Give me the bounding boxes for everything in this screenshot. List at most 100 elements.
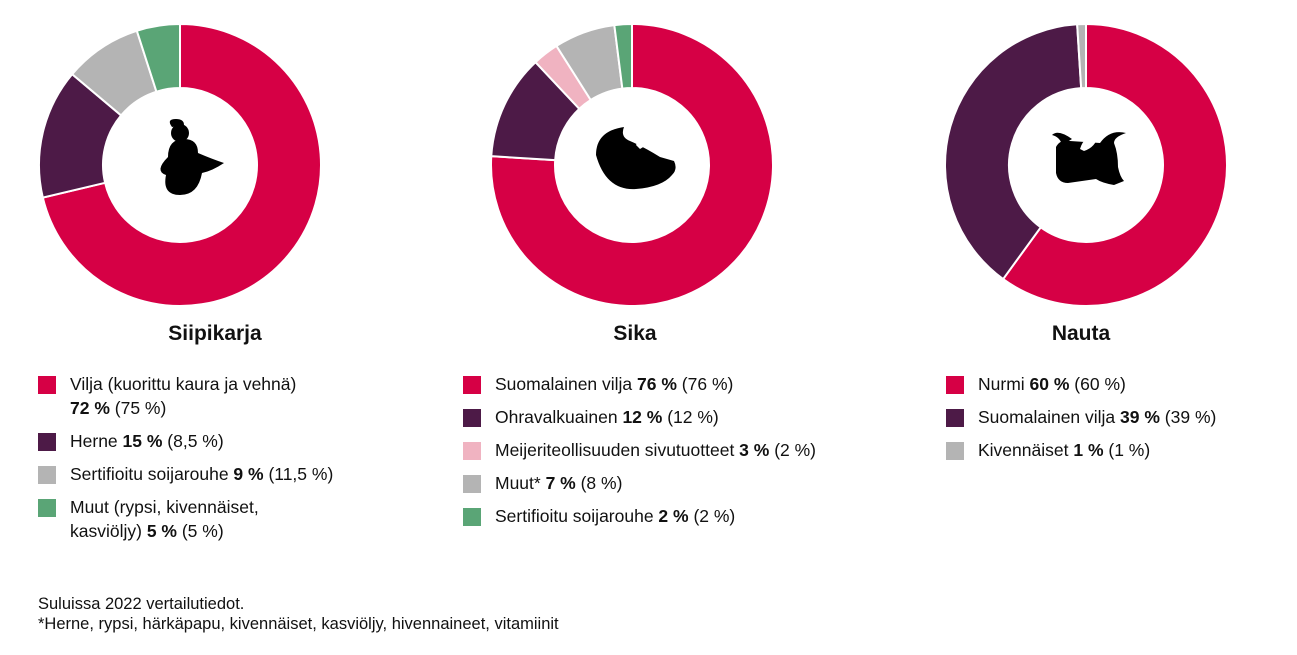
- legend-label: Ohravalkuainen: [495, 407, 623, 427]
- legend-swatch: [463, 475, 481, 493]
- legend-swatch: [38, 376, 56, 394]
- legend-line: Herne 15 % (8,5 %): [70, 429, 333, 453]
- donut-slice: [490, 22, 774, 307]
- legend-swatch: [463, 442, 481, 460]
- legend-value: 15 %: [122, 431, 163, 451]
- legend-swatch: [946, 409, 964, 427]
- legend-item: Nurmi 60 % (60 %): [946, 372, 1216, 396]
- legend-item: Suomalainen vilja 39 % (39 %): [946, 405, 1216, 429]
- chart-panel-siipikarja: Siipikarja Vilja (kuorittu kaura ja vehn…: [0, 0, 430, 570]
- legend-value: 39 %: [1120, 407, 1160, 427]
- legend-value: 72 %: [70, 398, 110, 418]
- footnote-other-ingredients: *Herne, rypsi, härkäpapu, kivennäiset, k…: [38, 615, 559, 633]
- legend-line: Vilja (kuorittu kaura ja vehnä): [70, 372, 333, 396]
- legend-item: Sertifioitu soijarouhe 2 % (2 %): [463, 504, 816, 528]
- legend-line: Suomalainen vilja 76 % (76 %): [495, 372, 816, 396]
- legend-item: Suomalainen vilja 76 % (76 %): [463, 372, 816, 396]
- legend-swatch: [38, 433, 56, 451]
- legend-swatch: [946, 376, 964, 394]
- legend-line: Nurmi 60 % (60 %): [978, 372, 1216, 396]
- legend-item: Muut* 7 % (8 %): [463, 471, 816, 495]
- legend-previous-value: (1 %): [1103, 440, 1151, 460]
- legend-item: Ohravalkuainen 12 % (12 %): [463, 405, 816, 429]
- legend-value: 76 %: [637, 374, 677, 394]
- legend-label: Suomalainen vilja: [495, 374, 638, 394]
- legend-swatch: [38, 466, 56, 484]
- legend-swatch: [463, 508, 481, 526]
- legend-value: 9 %: [233, 464, 264, 484]
- legend-previous-value: (11,5 %): [263, 464, 334, 484]
- donut-slice: [613, 22, 633, 90]
- legend-label: Sertifioitu soijarouhe: [495, 506, 659, 526]
- legend-line: 72 % (75 %): [70, 396, 333, 420]
- legend-swatch: [463, 376, 481, 394]
- donut-chart-siipikarja: [38, 22, 322, 307]
- legend-swatch: [946, 442, 964, 460]
- chart-panel-nauta: Nauta Nurmi 60 % (60 %) Suomalainen vilja…: [866, 0, 1296, 570]
- legend-line: Muut* 7 % (8 %): [495, 471, 816, 495]
- legend-label: Muut*: [495, 473, 546, 493]
- legend-previous-value: (75 %): [109, 398, 167, 418]
- legend-value: 60 %: [1029, 374, 1070, 394]
- legend-label: Herne: [70, 431, 123, 451]
- legend-label: Vilja (kuorittu kaura ja vehnä): [70, 374, 297, 394]
- legend-previous-value: (8,5 %): [162, 431, 224, 451]
- legend-value: 7 %: [545, 473, 576, 493]
- donut-slice: [944, 23, 1083, 281]
- legend-previous-value: (76 %): [676, 374, 734, 394]
- legend-line: Sertifioitu soijarouhe 2 % (2 %): [495, 504, 816, 528]
- legend-label: Nurmi: [978, 374, 1030, 394]
- donut-chart-nauta: [944, 22, 1228, 307]
- legend-label: Suomalainen vilja: [978, 407, 1121, 427]
- legend-previous-value: (2 %): [769, 440, 817, 460]
- legend-line: Suomalainen vilja 39 % (39 %): [978, 405, 1216, 429]
- legend-item: Vilja (kuorittu kaura ja vehnä) 72 % (75 …: [38, 372, 333, 420]
- legend-label: Kivennäiset: [978, 440, 1074, 460]
- donut-chart-sika: [490, 22, 774, 307]
- legend-previous-value: (60 %): [1069, 374, 1126, 394]
- donut-slice: [41, 22, 322, 307]
- legend-value: 1 %: [1073, 440, 1104, 460]
- legend-value: 2 %: [658, 506, 689, 526]
- legend-previous-value: (39 %): [1159, 407, 1217, 427]
- donut-slice: [1001, 22, 1228, 307]
- legend-line: Sertifioitu soijarouhe 9 % (11,5 %): [70, 462, 333, 486]
- pig-icon: [596, 127, 676, 190]
- chicken-icon: [160, 119, 224, 195]
- legend-line: Muut (rypsi, kivennäiset,: [70, 495, 333, 519]
- legend-label: Sertifioitu soijarouhe: [70, 464, 234, 484]
- legend-siipikarja: Vilja (kuorittu kaura ja vehnä) 72 % (75 …: [38, 372, 333, 552]
- legend-previous-value: (12 %): [662, 407, 719, 427]
- donut-slice: [1076, 22, 1087, 90]
- chart-panel-sika: Sika Suomalainen vilja 76 % (76 %) Ohrava…: [420, 0, 850, 570]
- legend-item: Sertifioitu soijarouhe 9 % (11,5 %): [38, 462, 333, 486]
- panel-title: Siipikarja: [168, 322, 262, 345]
- legend-line: Ohravalkuainen 12 % (12 %): [495, 405, 816, 429]
- panel-title: Sika: [613, 322, 657, 345]
- legend-swatch: [38, 499, 56, 517]
- legend-value: 5 %: [146, 521, 177, 541]
- legend-item: Meijeriteollisuuden sivutuotteet 3 % (2 …: [463, 438, 816, 462]
- legend-value: 3 %: [739, 440, 770, 460]
- legend-swatch: [463, 409, 481, 427]
- legend-item: Kivennäiset 1 % (1 %): [946, 438, 1216, 462]
- legend-label: kasviöljy): [70, 521, 147, 541]
- legend-item: Herne 15 % (8,5 %): [38, 429, 333, 453]
- donut-slice: [135, 22, 181, 93]
- legend-previous-value: (2 %): [688, 506, 736, 526]
- footnote-comparison: Suluissa 2022 vertailutiedot.: [38, 595, 245, 613]
- footnotes: Suluissa 2022 vertailutiedot. *Herne, ry…: [38, 594, 559, 634]
- legend-item: Muut (rypsi, kivennäiset, kasviöljy) 5 % …: [38, 495, 333, 543]
- legend-previous-value: (8 %): [575, 473, 623, 493]
- legend-line: Kivennäiset 1 % (1 %): [978, 438, 1216, 462]
- panel-title: Nauta: [1051, 322, 1111, 345]
- legend-line: kasviöljy) 5 % (5 %): [70, 519, 333, 543]
- legend-previous-value: (5 %): [176, 521, 224, 541]
- legend-sika: Suomalainen vilja 76 % (76 %) Ohravalkuai…: [463, 372, 816, 537]
- cow-icon: [1052, 132, 1126, 185]
- legend-value: 12 %: [622, 407, 663, 427]
- legend-nauta: Nurmi 60 % (60 %) Suomalainen vilja 39 % …: [946, 372, 1216, 471]
- legend-label: Muut (rypsi, kivennäiset,: [70, 497, 259, 517]
- legend-label: Meijeriteollisuuden sivutuotteet: [495, 440, 740, 460]
- legend-line: Meijeriteollisuuden sivutuotteet 3 % (2 …: [495, 438, 816, 462]
